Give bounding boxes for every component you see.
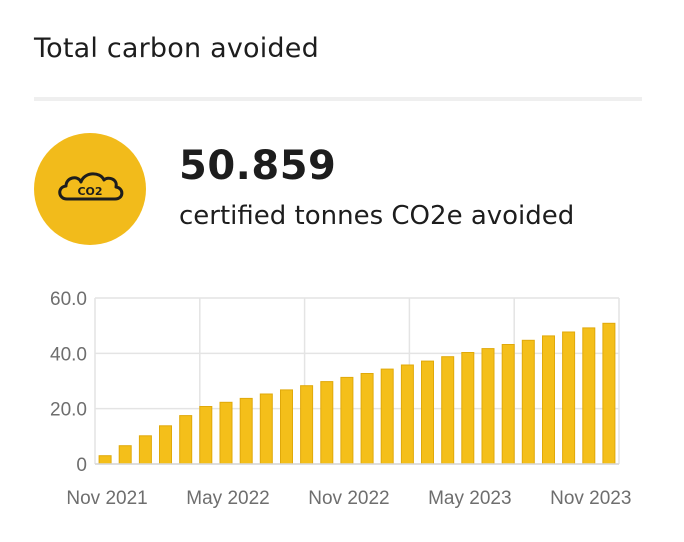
bar xyxy=(542,335,555,465)
bar xyxy=(602,322,616,465)
bar xyxy=(219,401,233,465)
co2-cloud-icon: CO2 xyxy=(34,133,146,245)
bar xyxy=(501,344,515,465)
x-tick-label: Nov 2023 xyxy=(550,488,631,509)
bar xyxy=(441,356,455,465)
bar xyxy=(239,397,253,465)
x-tick-label: May 2022 xyxy=(186,488,269,509)
bar xyxy=(320,381,334,465)
bar xyxy=(280,389,293,465)
card-title: Total carbon avoided xyxy=(34,33,319,64)
y-tick-label: 20.0 xyxy=(50,400,87,421)
y-tick-label: 40.0 xyxy=(50,344,87,365)
stat-value: 50.859 xyxy=(179,143,337,189)
bar xyxy=(562,331,576,465)
y-tick-label: 0 xyxy=(76,455,87,476)
x-tick-label: Nov 2022 xyxy=(308,488,389,509)
x-tick-label: Nov 2021 xyxy=(66,488,147,509)
carbon-bar-chart: 60.0 40.0 20.0 0 Nov 2021 May 2022 Nov 2022 May… xyxy=(50,289,631,509)
title-divider xyxy=(34,97,642,101)
bar xyxy=(421,360,434,465)
bar xyxy=(521,339,535,465)
co2-icon-label: CO2 xyxy=(77,185,102,198)
bar xyxy=(582,327,596,465)
bar xyxy=(118,445,132,465)
bar xyxy=(461,352,475,465)
bar xyxy=(400,364,414,465)
bar xyxy=(380,368,394,465)
stat-label: certified tonnes CO2e avoided xyxy=(179,201,575,231)
bar xyxy=(98,455,112,465)
x-tick-label: May 2023 xyxy=(428,488,511,509)
bar xyxy=(199,406,213,465)
bar xyxy=(360,373,374,465)
bar xyxy=(340,376,354,465)
bar xyxy=(481,348,495,465)
bar xyxy=(259,393,273,465)
bar xyxy=(138,435,152,465)
bar xyxy=(179,415,193,465)
bar xyxy=(300,385,314,465)
bar xyxy=(159,425,172,465)
y-tick-label: 60.0 xyxy=(50,289,87,310)
